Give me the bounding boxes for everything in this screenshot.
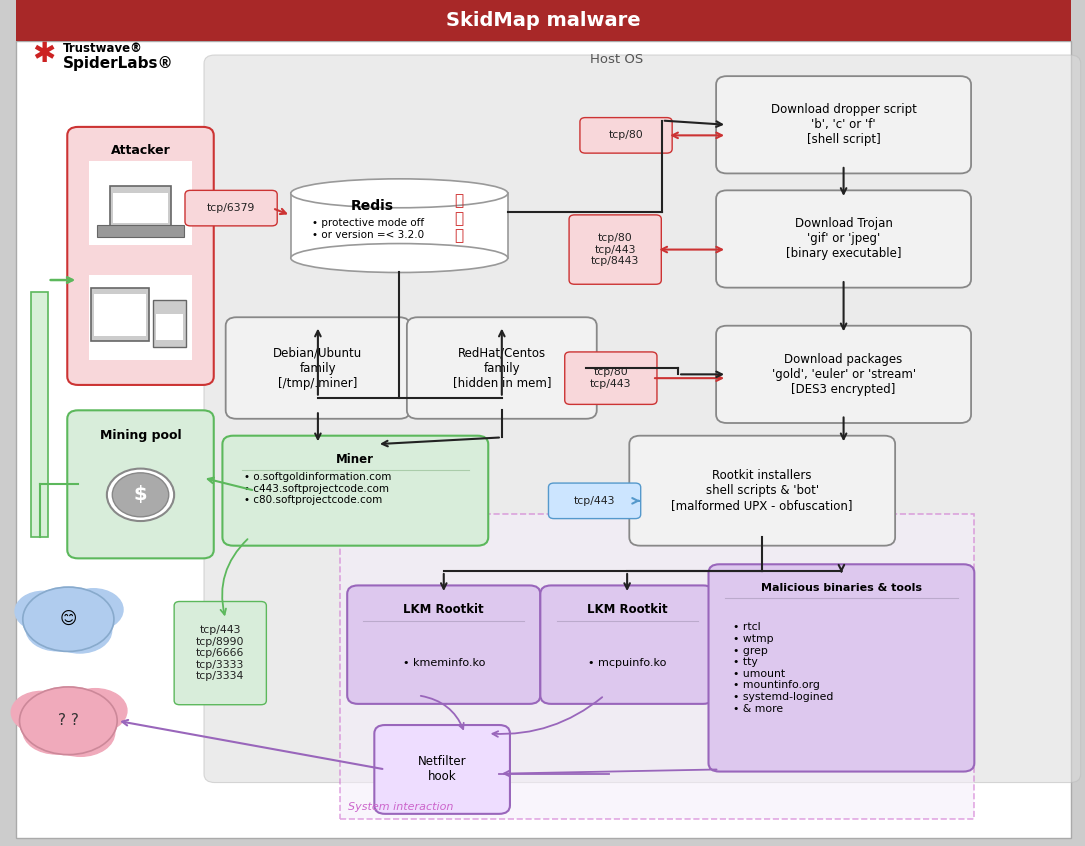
Text: Host OS: Host OS xyxy=(589,52,643,66)
Ellipse shape xyxy=(106,469,174,521)
FancyBboxPatch shape xyxy=(374,725,510,814)
Text: tcp/80
tcp/443
tcp/8443: tcp/80 tcp/443 tcp/8443 xyxy=(591,233,639,266)
Text: Miner: Miner xyxy=(336,453,374,466)
FancyBboxPatch shape xyxy=(98,225,183,237)
FancyBboxPatch shape xyxy=(569,215,661,284)
FancyBboxPatch shape xyxy=(716,76,971,173)
Text: 🟥
🟥
🟥: 🟥 🟥 🟥 xyxy=(455,194,463,244)
FancyBboxPatch shape xyxy=(709,564,974,772)
Text: Mining pool: Mining pool xyxy=(100,429,181,442)
Text: Rootkit installers
shell scripts & 'bot'
[malformed UPX - obfuscation]: Rootkit installers shell scripts & 'bot'… xyxy=(672,470,853,512)
FancyBboxPatch shape xyxy=(31,292,48,537)
Text: • kmeminfo.ko: • kmeminfo.ko xyxy=(403,658,485,668)
Ellipse shape xyxy=(48,608,112,653)
FancyBboxPatch shape xyxy=(549,483,640,519)
FancyBboxPatch shape xyxy=(629,436,895,546)
FancyBboxPatch shape xyxy=(579,118,672,153)
FancyBboxPatch shape xyxy=(407,317,597,419)
Text: Netfilter
hook: Netfilter hook xyxy=(418,755,467,783)
FancyBboxPatch shape xyxy=(184,190,277,226)
FancyBboxPatch shape xyxy=(16,41,1071,838)
Text: ? ?: ? ? xyxy=(58,713,79,728)
Text: • mcpuinfo.ko: • mcpuinfo.ko xyxy=(588,658,666,668)
FancyBboxPatch shape xyxy=(156,314,182,340)
Text: $: $ xyxy=(133,486,148,504)
FancyBboxPatch shape xyxy=(153,300,186,347)
Ellipse shape xyxy=(11,691,72,733)
FancyBboxPatch shape xyxy=(347,585,540,704)
Ellipse shape xyxy=(64,589,123,630)
FancyBboxPatch shape xyxy=(89,161,192,245)
FancyBboxPatch shape xyxy=(89,275,192,360)
Ellipse shape xyxy=(291,179,508,208)
FancyBboxPatch shape xyxy=(16,0,1071,41)
Text: RedHat/Centos
family
[hidden in mem]: RedHat/Centos family [hidden in mem] xyxy=(452,347,551,389)
Text: Download Trojan
'gif' or 'jpeg'
[binary executable]: Download Trojan 'gif' or 'jpeg' [binary … xyxy=(786,217,902,261)
Text: LKM Rootkit: LKM Rootkit xyxy=(404,602,484,616)
Text: tcp/443
tcp/8990
tcp/6666
tcp/3333
tcp/3334: tcp/443 tcp/8990 tcp/6666 tcp/3333 tcp/3… xyxy=(196,625,244,681)
Text: • o.softgoldinformation.com
• c443.softprojectcode.com
• c80.softprojectcode.com: • o.softgoldinformation.com • c443.softp… xyxy=(244,472,392,505)
Text: Debian/Ubuntu
family
[/tmp/.miner]: Debian/Ubuntu family [/tmp/.miner] xyxy=(273,347,362,389)
FancyBboxPatch shape xyxy=(174,602,267,705)
FancyBboxPatch shape xyxy=(91,288,149,341)
Text: tcp/80: tcp/80 xyxy=(609,130,643,140)
Text: System interaction: System interaction xyxy=(348,802,454,812)
FancyBboxPatch shape xyxy=(94,294,145,336)
FancyBboxPatch shape xyxy=(564,352,656,404)
FancyBboxPatch shape xyxy=(716,326,971,423)
Ellipse shape xyxy=(20,687,117,755)
Text: tcp/6379: tcp/6379 xyxy=(207,203,255,213)
Ellipse shape xyxy=(23,587,114,651)
Text: • protective mode off
• or version =< 3.2.0: • protective mode off • or version =< 3.… xyxy=(312,218,424,240)
FancyBboxPatch shape xyxy=(226,317,410,419)
FancyBboxPatch shape xyxy=(540,585,714,704)
Ellipse shape xyxy=(20,687,117,755)
Ellipse shape xyxy=(23,587,114,651)
Text: Download packages
'gold', 'euler' or 'stream'
[DES3 encrypted]: Download packages 'gold', 'euler' or 'st… xyxy=(771,353,916,396)
Ellipse shape xyxy=(47,709,115,756)
Text: Attacker: Attacker xyxy=(111,144,170,157)
Text: tcp/443: tcp/443 xyxy=(574,496,615,506)
Ellipse shape xyxy=(291,244,508,272)
Text: tcp/80
tcp/443: tcp/80 tcp/443 xyxy=(590,367,631,389)
FancyBboxPatch shape xyxy=(716,190,971,288)
Text: SpiderLabs®: SpiderLabs® xyxy=(63,56,174,71)
Ellipse shape xyxy=(26,607,88,651)
FancyBboxPatch shape xyxy=(204,55,1081,783)
FancyBboxPatch shape xyxy=(340,514,974,819)
Ellipse shape xyxy=(15,591,72,631)
FancyBboxPatch shape xyxy=(110,186,171,227)
FancyBboxPatch shape xyxy=(291,194,508,258)
Text: • rtcl
• wtmp
• grep
• tty
• umount
• mountinfo.org
• systemd-logined
• & more: • rtcl • wtmp • grep • tty • umount • mo… xyxy=(733,623,834,713)
Text: SkidMap malware: SkidMap malware xyxy=(446,11,641,30)
Text: Redis: Redis xyxy=(350,200,394,213)
Ellipse shape xyxy=(113,473,169,517)
Text: LKM Rootkit: LKM Rootkit xyxy=(587,602,667,616)
Ellipse shape xyxy=(23,708,89,754)
Text: Malicious binaries & tools: Malicious binaries & tools xyxy=(761,583,922,593)
FancyBboxPatch shape xyxy=(67,127,214,385)
FancyBboxPatch shape xyxy=(113,193,168,223)
Text: ✱: ✱ xyxy=(31,40,55,69)
Text: 😊: 😊 xyxy=(60,610,77,629)
Text: Trustwave®: Trustwave® xyxy=(63,41,143,55)
Text: Download dropper script
'b', 'c' or 'f'
[shell script]: Download dropper script 'b', 'c' or 'f' … xyxy=(770,103,917,146)
FancyBboxPatch shape xyxy=(222,436,488,546)
Ellipse shape xyxy=(63,689,127,733)
FancyBboxPatch shape xyxy=(67,410,214,558)
